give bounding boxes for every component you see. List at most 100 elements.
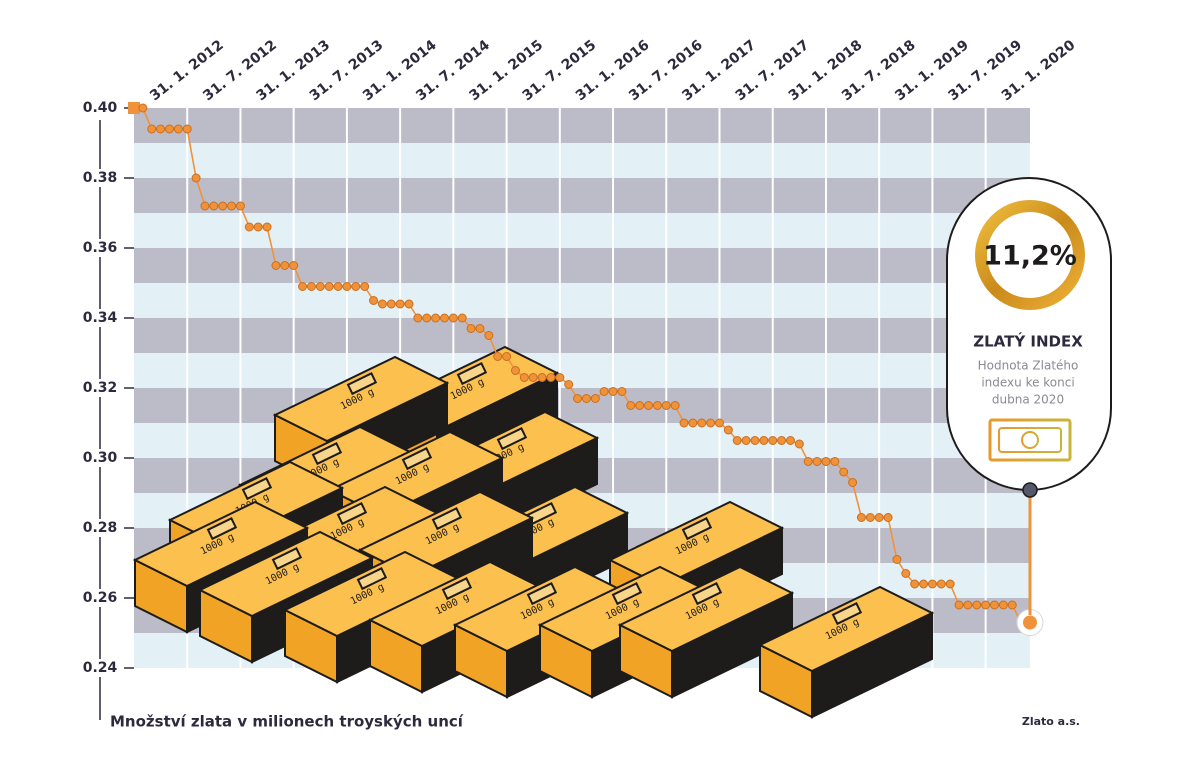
point: [785, 436, 795, 445]
bar-slot: [401, 447, 433, 471]
point: [732, 436, 742, 445]
point: [333, 282, 343, 291]
tick-label-bg: [74, 589, 124, 607]
point: [608, 387, 618, 396]
grid-band: [134, 178, 1030, 213]
point: [218, 201, 228, 211]
bar-top: [757, 585, 935, 673]
point: [830, 457, 840, 466]
bar-slot: [611, 582, 643, 606]
y-tick-label: 0.28: [83, 520, 118, 536]
tick-label-bg: [74, 519, 124, 537]
point: [990, 600, 1000, 610]
point: [484, 331, 494, 340]
point: [821, 457, 831, 466]
point: [759, 436, 769, 445]
point: [466, 324, 476, 333]
tick-label-bg: [74, 239, 124, 257]
tick-label-bg: [74, 659, 124, 677]
point: [528, 373, 538, 382]
connector-dot: [1022, 482, 1038, 498]
point: [147, 124, 157, 134]
point: [431, 313, 441, 323]
point: [954, 600, 964, 610]
tick-label-bg: [74, 449, 124, 467]
bar-top: [617, 565, 795, 653]
bar-slot: [456, 362, 488, 386]
point: [661, 401, 671, 410]
point: [892, 555, 902, 564]
point: [298, 282, 308, 291]
bar-slot: [691, 582, 723, 606]
point: [510, 366, 520, 375]
point: [581, 394, 591, 403]
grid-band: [134, 353, 1030, 388]
point: [768, 436, 778, 445]
bar-slot: [336, 502, 368, 526]
gold-bar: 1000 g: [617, 565, 795, 699]
point: [848, 478, 858, 487]
grid-band: [134, 213, 1030, 248]
point: [271, 261, 281, 270]
point: [635, 401, 645, 410]
point: [723, 425, 733, 435]
gold-bar: 1000 g: [757, 585, 935, 719]
callout-line: dubna 2020: [992, 393, 1064, 407]
point: [1007, 600, 1017, 610]
point: [670, 401, 680, 410]
point: [910, 579, 920, 589]
point: [599, 387, 609, 396]
point: [688, 418, 698, 428]
point: [750, 436, 760, 445]
callout-value: 11,2%: [983, 241, 1077, 272]
y-tick-label: 0.32: [83, 380, 118, 396]
point: [546, 373, 556, 382]
point: [555, 373, 565, 382]
point: [182, 124, 192, 134]
point: [324, 282, 334, 291]
y-tick-label: 0.26: [83, 590, 118, 606]
point: [173, 124, 183, 134]
point: [715, 418, 725, 428]
bar-top: [132, 500, 310, 588]
point: [874, 513, 884, 522]
point: [573, 394, 583, 403]
point: [998, 600, 1008, 610]
bar-slot: [346, 372, 378, 396]
point: [652, 401, 662, 410]
point: [413, 313, 423, 323]
bill-icon: [988, 418, 1072, 462]
y-axis-label: Množství zlata v milionech troyských unc…: [110, 713, 464, 731]
bar-slot: [271, 547, 303, 571]
point: [493, 352, 503, 361]
point: [156, 124, 166, 134]
point: [191, 173, 201, 183]
plot: [128, 102, 1044, 636]
point: [244, 222, 254, 232]
point: [963, 600, 973, 610]
point: [706, 418, 716, 428]
point: [209, 201, 219, 211]
point: [448, 313, 458, 323]
point: [360, 282, 370, 291]
point: [777, 436, 787, 445]
y-tick-label: 0.24: [83, 660, 118, 676]
callout: 11,2% ZLATÝ INDEX Hodnota Zlatého indexu…: [946, 177, 1112, 615]
callout-ring-inner: [987, 212, 1073, 298]
grid-band: [134, 283, 1030, 318]
point: [697, 418, 707, 428]
bar-slot: [496, 427, 528, 451]
point: [901, 569, 911, 578]
point: [386, 299, 396, 309]
grid-band: [134, 108, 1030, 143]
tick-label-bg: [74, 379, 124, 397]
grid-band: [134, 143, 1030, 178]
y-tick-label: 0.34: [83, 310, 118, 326]
bar-slot: [441, 577, 473, 601]
point: [377, 299, 387, 309]
bar-slot: [311, 442, 343, 466]
point: [590, 394, 600, 403]
y-tick-label: 0.36: [83, 240, 118, 256]
point: [306, 282, 316, 291]
